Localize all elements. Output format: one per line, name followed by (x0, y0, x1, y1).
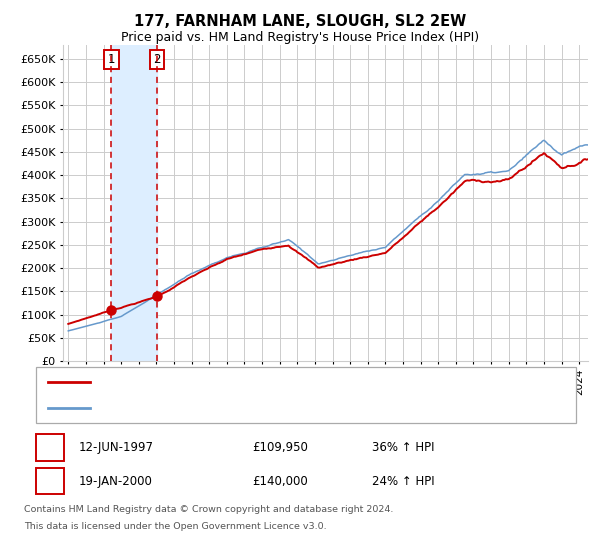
Text: Contains HM Land Registry data © Crown copyright and database right 2024.: Contains HM Land Registry data © Crown c… (24, 505, 394, 514)
Text: 177, FARNHAM LANE, SLOUGH, SL2 2EW: 177, FARNHAM LANE, SLOUGH, SL2 2EW (134, 14, 466, 29)
Text: 2: 2 (46, 474, 54, 488)
Text: 2: 2 (154, 53, 161, 66)
Text: HPI: Average price, semi-detached house, Slough: HPI: Average price, semi-detached house,… (99, 403, 369, 413)
Text: £140,000: £140,000 (252, 474, 308, 488)
Bar (112, 45, 157, 361)
Text: 19-JAN-2000: 19-JAN-2000 (79, 474, 152, 488)
Text: £109,950: £109,950 (252, 441, 308, 454)
Text: This data is licensed under the Open Government Licence v3.0.: This data is licensed under the Open Gov… (24, 522, 326, 531)
Text: 36% ↑ HPI: 36% ↑ HPI (372, 441, 434, 454)
Text: Price paid vs. HM Land Registry's House Price Index (HPI): Price paid vs. HM Land Registry's House … (121, 31, 479, 44)
Text: 1: 1 (107, 53, 115, 66)
Text: 1: 1 (46, 441, 54, 454)
Text: 177, FARNHAM LANE, SLOUGH, SL2 2EW (semi-detached house): 177, FARNHAM LANE, SLOUGH, SL2 2EW (semi… (99, 377, 451, 387)
Text: 12-JUN-1997: 12-JUN-1997 (79, 441, 154, 454)
Text: 24% ↑ HPI: 24% ↑ HPI (372, 474, 434, 488)
